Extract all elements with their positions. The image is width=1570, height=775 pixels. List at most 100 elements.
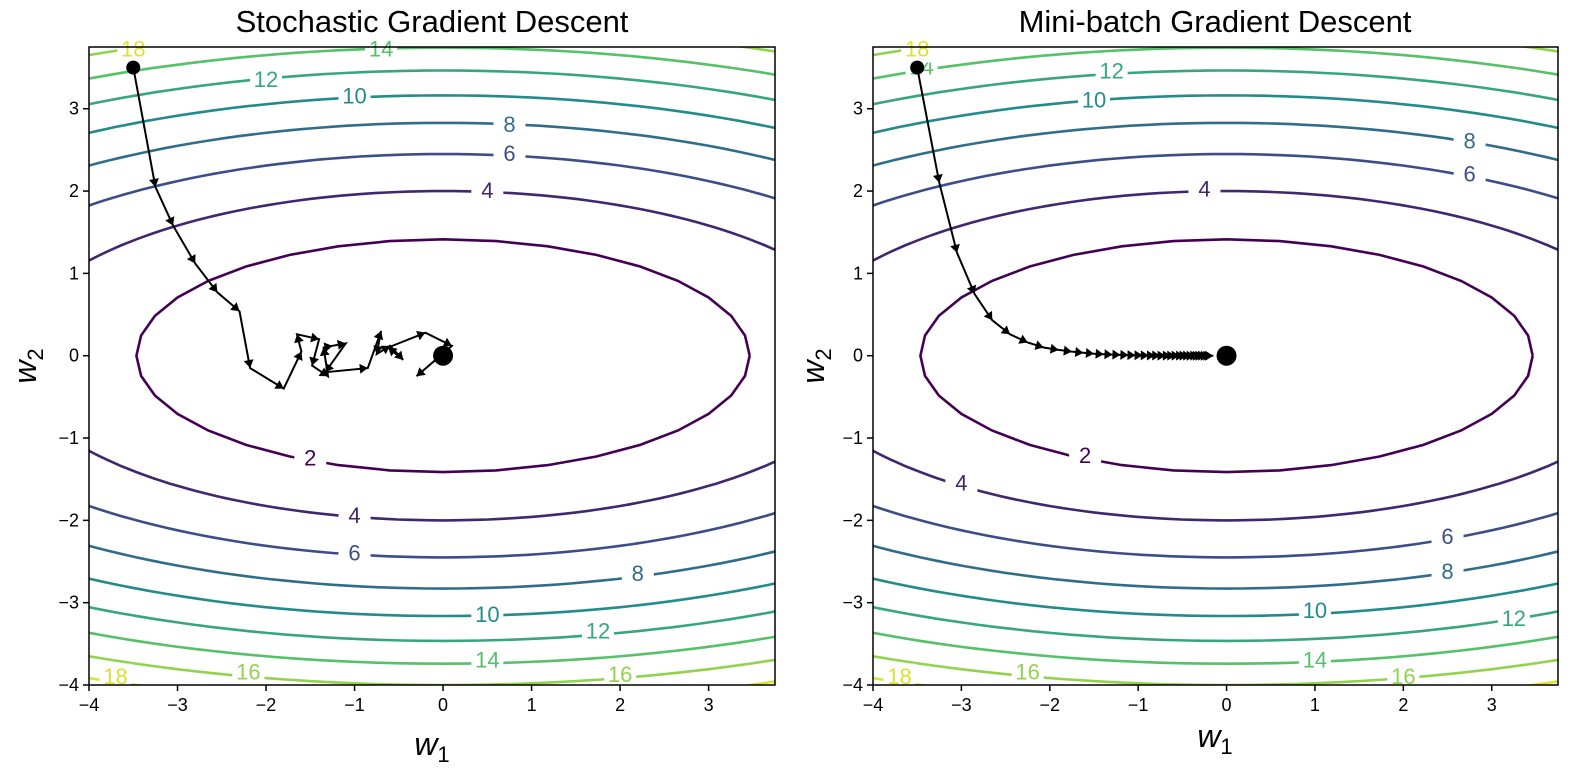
start-point — [910, 61, 924, 75]
contour-label: 4 — [348, 503, 360, 528]
y-tick-label: 2 — [853, 181, 863, 201]
contour-label: 10 — [1082, 88, 1106, 113]
path-arrowhead — [1075, 347, 1083, 357]
chart-title: Stochastic Gradient Descent — [236, 4, 629, 39]
y-tick-label: −3 — [58, 593, 79, 613]
x-tick-label: −3 — [951, 695, 972, 715]
contour-lines — [308, 6, 1570, 705]
y-tick-label: 3 — [853, 99, 863, 119]
contour-label: 16 — [236, 660, 260, 685]
path-arrowhead — [1063, 346, 1072, 356]
y-tick-label: −4 — [58, 675, 79, 695]
x-tick-label: 0 — [438, 695, 448, 715]
x-tick-label: −3 — [167, 695, 188, 715]
x-tick-label: −4 — [79, 695, 100, 715]
path-arrowhead — [950, 244, 960, 253]
path-arrowhead — [1205, 351, 1213, 361]
y-axis-label-main: w — [795, 359, 831, 384]
y-tick-label: −4 — [842, 675, 863, 695]
contour-level-12 — [477, 71, 1570, 641]
path-arrowhead — [1112, 350, 1120, 360]
contour-label: 12 — [586, 618, 610, 643]
contour-level-10 — [542, 95, 1570, 616]
contour-label: 6 — [348, 540, 360, 565]
x-axis-label: w1 — [414, 726, 449, 767]
x-tick-label: −2 — [1040, 695, 1061, 715]
contour-label: 14 — [475, 647, 499, 672]
contour-label: 8 — [1463, 129, 1475, 154]
path-arrowhead — [1095, 349, 1103, 359]
y-axis-label-main: w — [7, 359, 43, 384]
x-tick-label: 2 — [615, 695, 625, 715]
path-arrowhead — [1104, 349, 1112, 359]
contour-label: 4 — [955, 470, 967, 495]
y-tick-label: 2 — [69, 181, 79, 201]
contour-label: 2 — [1079, 443, 1091, 468]
contour-label: 10 — [1303, 598, 1327, 623]
path-arrowhead — [309, 357, 319, 366]
contour-label: 12 — [1099, 59, 1123, 84]
x-tick-label: 3 — [1487, 695, 1497, 715]
x-axis-label-main: w — [414, 726, 439, 762]
contour-level-12 — [0, 71, 1194, 641]
contour-label: 6 — [503, 141, 515, 166]
y-axis-ticks: −4 −3 −2 −1 0 1 2 3 — [58, 99, 89, 695]
path-arrowhead — [933, 174, 943, 183]
contour-label: 2 — [304, 446, 316, 471]
y-tick-label: −1 — [58, 428, 79, 448]
contour-label: 14 — [369, 36, 393, 61]
contour-label: 6 — [1441, 524, 1453, 549]
y-tick-label: 0 — [69, 346, 79, 366]
minimum-point — [1217, 346, 1237, 366]
x-tick-label: −1 — [1128, 695, 1149, 715]
x-tick-label: −1 — [344, 695, 365, 715]
contour-label: 16 — [1015, 660, 1039, 685]
x-tick-label: −2 — [256, 695, 277, 715]
path-arrowhead — [1127, 350, 1135, 360]
path-arrowhead — [1086, 348, 1094, 358]
contour-level-10 — [0, 95, 1129, 616]
y-axis-label-sub: 2 — [811, 348, 836, 360]
contour-label: 18 — [905, 36, 929, 61]
y-tick-label: −1 — [842, 428, 863, 448]
contour-label: 10 — [342, 83, 366, 108]
contour-label: 18 — [121, 36, 145, 61]
y-axis-label: w2 — [795, 348, 836, 383]
y-tick-label: −3 — [842, 593, 863, 613]
contour-label: 12 — [254, 67, 278, 92]
contour-label: 6 — [1463, 162, 1475, 187]
path-arrowhead — [359, 364, 367, 374]
path-line — [917, 68, 1213, 356]
y-axis-label-sub: 2 — [23, 348, 48, 360]
y-tick-label: 1 — [853, 263, 863, 283]
x-tick-label: 1 — [527, 695, 537, 715]
contour-label: 4 — [481, 178, 493, 203]
x-axis-label-sub: 1 — [1220, 734, 1232, 759]
minimum-point — [433, 346, 453, 366]
contour-label: 4 — [1198, 176, 1210, 201]
y-tick-label: −2 — [58, 510, 79, 530]
y-axis-label: w2 — [7, 348, 48, 383]
y-tick-label: 3 — [69, 99, 79, 119]
y-tick-label: 1 — [69, 263, 79, 283]
path-arrowhead — [244, 359, 254, 368]
x-tick-label: 0 — [1222, 695, 1232, 715]
x-tick-label: −4 — [863, 695, 884, 715]
x-axis-label-main: w — [1197, 718, 1222, 754]
contour-label: 16 — [608, 662, 632, 687]
x-tick-label: 3 — [704, 695, 714, 715]
contour-label: 8 — [1441, 559, 1453, 584]
x-axis-label: w1 — [1197, 718, 1232, 759]
start-point — [126, 61, 140, 75]
path-arrowhead — [1050, 344, 1059, 354]
x-tick-label: 1 — [1310, 695, 1320, 715]
contour-label: 12 — [1502, 606, 1526, 631]
x-axis-ticks: −4 −3 −2 −1 0 1 2 3 — [79, 685, 714, 715]
contour-label: 8 — [632, 561, 644, 586]
contour-label: 8 — [503, 112, 515, 137]
